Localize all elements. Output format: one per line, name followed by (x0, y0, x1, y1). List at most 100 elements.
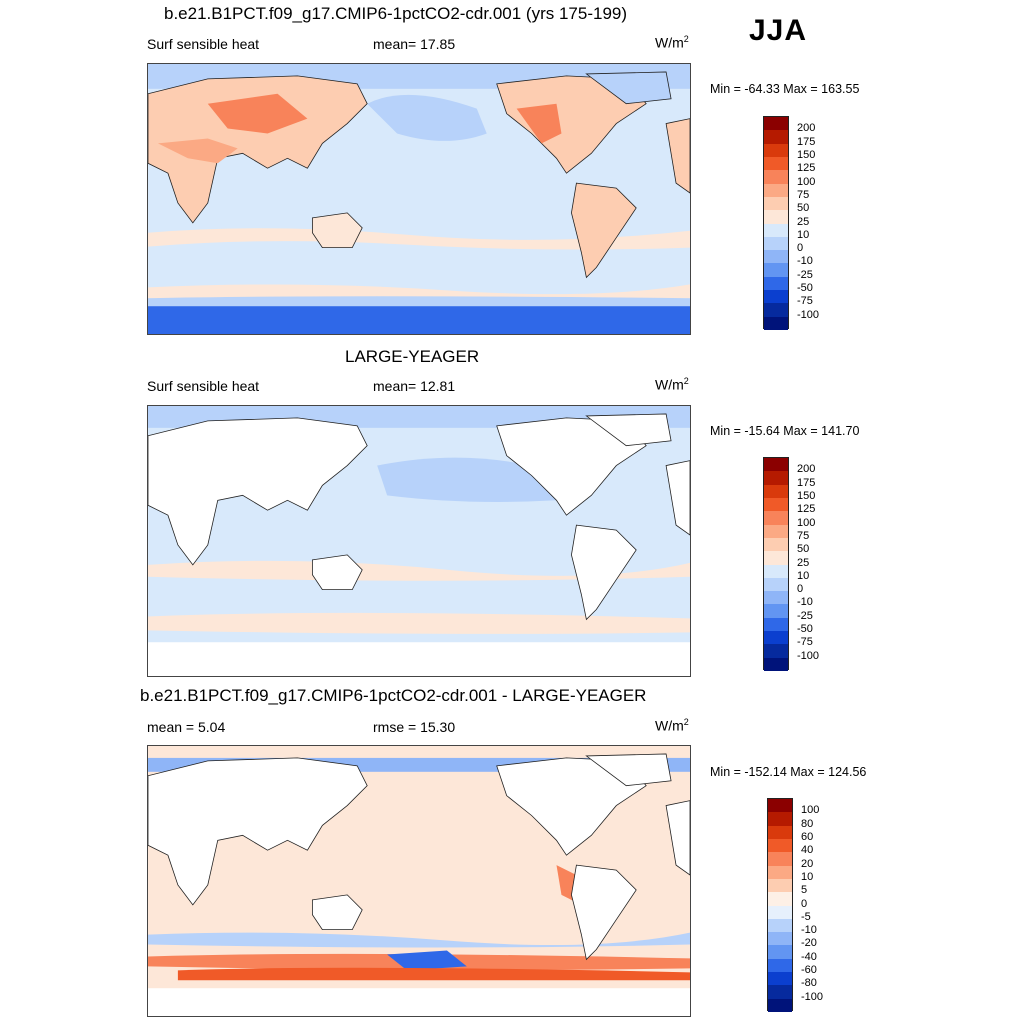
panel1-antarctica (148, 306, 690, 334)
panel2-colorbar-swatch (764, 564, 788, 578)
panel3-colorbar-label: 5 (801, 884, 808, 897)
panel2-south-america (571, 524, 637, 621)
panel2-colorbar-label: 25 (797, 556, 810, 569)
panel2-colorbar-swatch (764, 577, 788, 592)
panel3-colorbar-label: 0 (801, 897, 808, 910)
panel3-colorbar-label: 10 (801, 870, 814, 883)
panel3-title: b.e21.B1PCT.f09_g17.CMIP6-1pctCO2-cdr.00… (140, 686, 647, 705)
panel2-colorbar-swatch (764, 497, 788, 512)
panel3-colorbar-swatch (768, 958, 792, 973)
panel1-colorbar-label: 75 (797, 188, 810, 201)
panel2-colorbar-label: -50 (797, 623, 813, 636)
panel3-map (147, 745, 691, 1017)
panel3-colorbar-swatch (768, 972, 792, 986)
panel2-antarctica (148, 642, 690, 676)
panel3-colorbar-swatch (768, 812, 792, 826)
panel1-colorbar-swatch (764, 170, 788, 184)
panel1-units: W/m2 (655, 34, 689, 51)
panel1-colorbar-label: 175 (797, 135, 816, 148)
panel3-colorbar-swatch (768, 878, 792, 893)
panel1-colorbar-swatch (764, 276, 788, 291)
panel2-colorbar-label: 125 (797, 503, 816, 516)
panel1-colorbar-swatch (764, 250, 788, 264)
panel1-colorbar-swatch (764, 183, 788, 197)
panel2-colorbar-label: -25 (797, 609, 813, 622)
panel2-variable-label: Surf sensible heat (147, 378, 260, 394)
panel1-south-america (571, 182, 637, 279)
panel3-colorbar-swatch (768, 799, 792, 813)
panel1-greenland (585, 71, 672, 105)
panel1-variable-label: Surf sensible heat (147, 36, 260, 52)
panel3-australia (311, 894, 363, 931)
panel2-australia (311, 554, 363, 591)
panel3-eurasia-africa (148, 757, 368, 906)
panel2-southern-band (148, 612, 690, 634)
panel1-asia-heat (207, 93, 308, 134)
panel3-colorbar-label: 20 (801, 857, 814, 870)
panel3-greenland (585, 753, 672, 787)
panel3-colorbar-swatch (768, 905, 792, 919)
panel2-colorbar-swatch (764, 644, 788, 658)
panel3-colorbar-label: -80 (801, 977, 817, 990)
panel1-colorbar-swatch (764, 316, 788, 330)
panel2-colorbar-boxes (763, 457, 789, 671)
panel2-colorbar-label: 10 (797, 569, 810, 582)
panel1-colorbar-label: 0 (797, 242, 804, 255)
panel1-colorbar-label: 10 (797, 228, 810, 241)
panel1-colorbar-swatch (764, 223, 788, 237)
panel2-colorbar-swatch (764, 537, 788, 552)
panel2-minmax: Min = -15.64 Max = 141.70 (710, 424, 860, 438)
panel3-colorbar-swatch (768, 838, 792, 853)
panel1-africa-east (665, 118, 690, 194)
panel2-map (147, 405, 691, 677)
panel1-eurasia-africa (148, 75, 368, 224)
panel3-minmax: Min = -152.14 Max = 124.56 (710, 765, 867, 779)
panel1-colorbar-swatch (764, 143, 788, 157)
panel2-subtropic-band (148, 560, 690, 581)
panel2-colorbar-label: 175 (797, 476, 816, 489)
panel1-colorbar-label: -25 (797, 268, 813, 281)
panel3-colorbar-swatch (768, 998, 792, 1012)
panel3-colorbar-swatch (768, 918, 792, 933)
panel3-antarctica (148, 988, 690, 1016)
panel1-minmax: Min = -64.33 Max = 163.55 (710, 82, 860, 96)
panel1-colorbar-swatch (764, 263, 788, 277)
panel1-colorbar-swatch (764, 290, 788, 304)
panel3-colorbar-swatch (768, 945, 792, 959)
panel3-mean-label: mean = 5.04 (147, 719, 226, 735)
panel3-africa-east (665, 800, 690, 876)
panel3-colorbar-label: -20 (801, 937, 817, 950)
panel1-colorbar-label: 150 (797, 148, 816, 161)
panel1-colorbar-boxes (763, 116, 789, 330)
panel2-colorbar-label: -75 (797, 636, 813, 649)
panel1-colorbar-label: -75 (797, 295, 813, 308)
panel1-colorbar-swatch (764, 156, 788, 171)
panel2-colorbar-label: 0 (797, 583, 804, 596)
panel3-colorbar-label: -10 (801, 924, 817, 937)
panel3-colorbar-label: 40 (801, 844, 814, 857)
panel3-southern-blue-2 (387, 950, 467, 971)
panel2-colorbar-label: 200 (797, 463, 816, 476)
panel2-africa-east (665, 460, 690, 536)
panel2-colorbar-swatch (764, 511, 788, 525)
panel2-colorbar-label: -100 (797, 649, 820, 662)
panel3-map-svg (148, 746, 690, 1016)
panel3-colorbar-label: -100 (801, 990, 824, 1003)
panel3-colorbar-swatch (768, 865, 792, 879)
panel3-rmse-label: rmse = 15.30 (373, 719, 456, 735)
panel2-colorbar-label: -10 (797, 596, 813, 609)
panel3-colorbar-swatch (768, 932, 792, 946)
panel1-southern-blue-band (148, 296, 690, 307)
panel1-title: b.e21.B1PCT.f09_g17.CMIP6-1pctCO2-cdr.00… (164, 4, 628, 23)
panel1-colorbar-label: 100 (797, 175, 816, 188)
panel3-units: W/m2 (655, 717, 689, 734)
panel2-eurasia-africa (148, 417, 368, 566)
panel1-australia (311, 212, 363, 249)
panel3-colorbar-label: 100 (801, 804, 820, 817)
panel2-colorbar-swatch (764, 524, 788, 538)
panel2-colorbar-label: 75 (797, 529, 810, 542)
panel1-subtropic-band (148, 228, 690, 250)
panel2-colorbar-swatch (764, 484, 788, 498)
panel2-colorbar-swatch (764, 591, 788, 605)
panel3-southern-blue-1 (148, 932, 690, 948)
